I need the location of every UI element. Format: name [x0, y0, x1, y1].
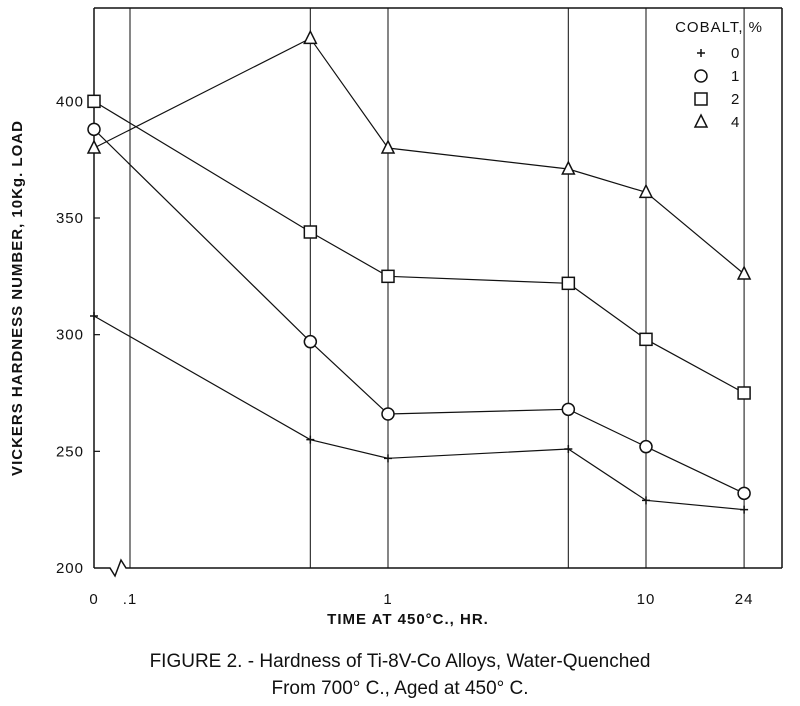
marker-square: [87, 94, 101, 109]
marker-triangle: [303, 29, 318, 45]
marker-circle: [303, 334, 318, 349]
series-line: [93, 37, 745, 275]
marker-triangle: [86, 139, 102, 154]
y-tick-label: 200: [56, 560, 84, 577]
x-tick-label: 10: [637, 591, 656, 608]
marker-plus: [697, 49, 705, 57]
marker-circle: [694, 69, 708, 83]
series-cobalt-4: [86, 29, 752, 280]
marker-triangle: [638, 183, 654, 199]
marker-plus: [90, 312, 98, 320]
y-tick-label: 350: [56, 210, 84, 227]
marker-triangle: [561, 160, 576, 175]
series-group: [86, 29, 752, 514]
grid: [129, 8, 745, 568]
legend-title: COBALT, %: [675, 19, 763, 36]
series-cobalt-2: [87, 94, 751, 400]
marker-square: [639, 332, 653, 347]
series-line: [93, 315, 745, 511]
x-tick-label: .1: [123, 591, 138, 608]
marker-circle: [639, 439, 653, 454]
legend-label-1: 1: [731, 68, 740, 85]
y-tick-label: 250: [56, 443, 84, 460]
axes: [93, 7, 783, 578]
legend-label-0: 0: [731, 45, 740, 62]
marker-square: [381, 269, 395, 284]
y-tick-label: 300: [56, 327, 84, 344]
marker-circle: [381, 407, 395, 421]
marker-square: [737, 386, 751, 400]
marker-square: [694, 92, 708, 106]
marker-square: [561, 276, 576, 291]
marker-triangle: [380, 139, 396, 154]
series-line: [93, 100, 745, 394]
figure-caption-line-1: FIGURE 2. - Hardness of Ti-8V-Co Alloys,…: [149, 651, 651, 672]
series-line: [93, 128, 745, 494]
marker-plus: [642, 496, 650, 505]
x-tick-label: 1: [383, 591, 392, 608]
y-axis-title: VICKERS HARDNESS NUMBER, 10Kg. LOAD: [9, 120, 26, 476]
marker-triangle: [693, 113, 709, 128]
x-axis-line-with-break: [94, 558, 782, 578]
marker-plus: [740, 505, 749, 514]
marker-plus: [306, 435, 315, 444]
marker-circle: [737, 486, 751, 501]
legend-label-2: 2: [731, 91, 740, 108]
marker-circle: [87, 122, 101, 137]
series-cobalt-1: [87, 122, 751, 501]
marker-square: [303, 225, 318, 239]
marker-plus: [564, 445, 573, 453]
x-tick-label: 24: [735, 591, 754, 608]
marker-plus: [384, 454, 392, 463]
legend-label-4: 4: [731, 114, 740, 131]
y-tick-label: 400: [56, 93, 84, 110]
marker-triangle: [736, 265, 752, 280]
x-axis-title: TIME AT 450°C., HR.: [327, 611, 489, 628]
series-cobalt-0: [90, 312, 749, 514]
figure-caption-line-2: From 700° C., Aged at 450° C.: [271, 678, 529, 699]
x-tick-label: 0: [89, 591, 98, 608]
legend: COBALT, % 0 1 2 4: [675, 19, 763, 131]
marker-circle: [561, 402, 576, 417]
